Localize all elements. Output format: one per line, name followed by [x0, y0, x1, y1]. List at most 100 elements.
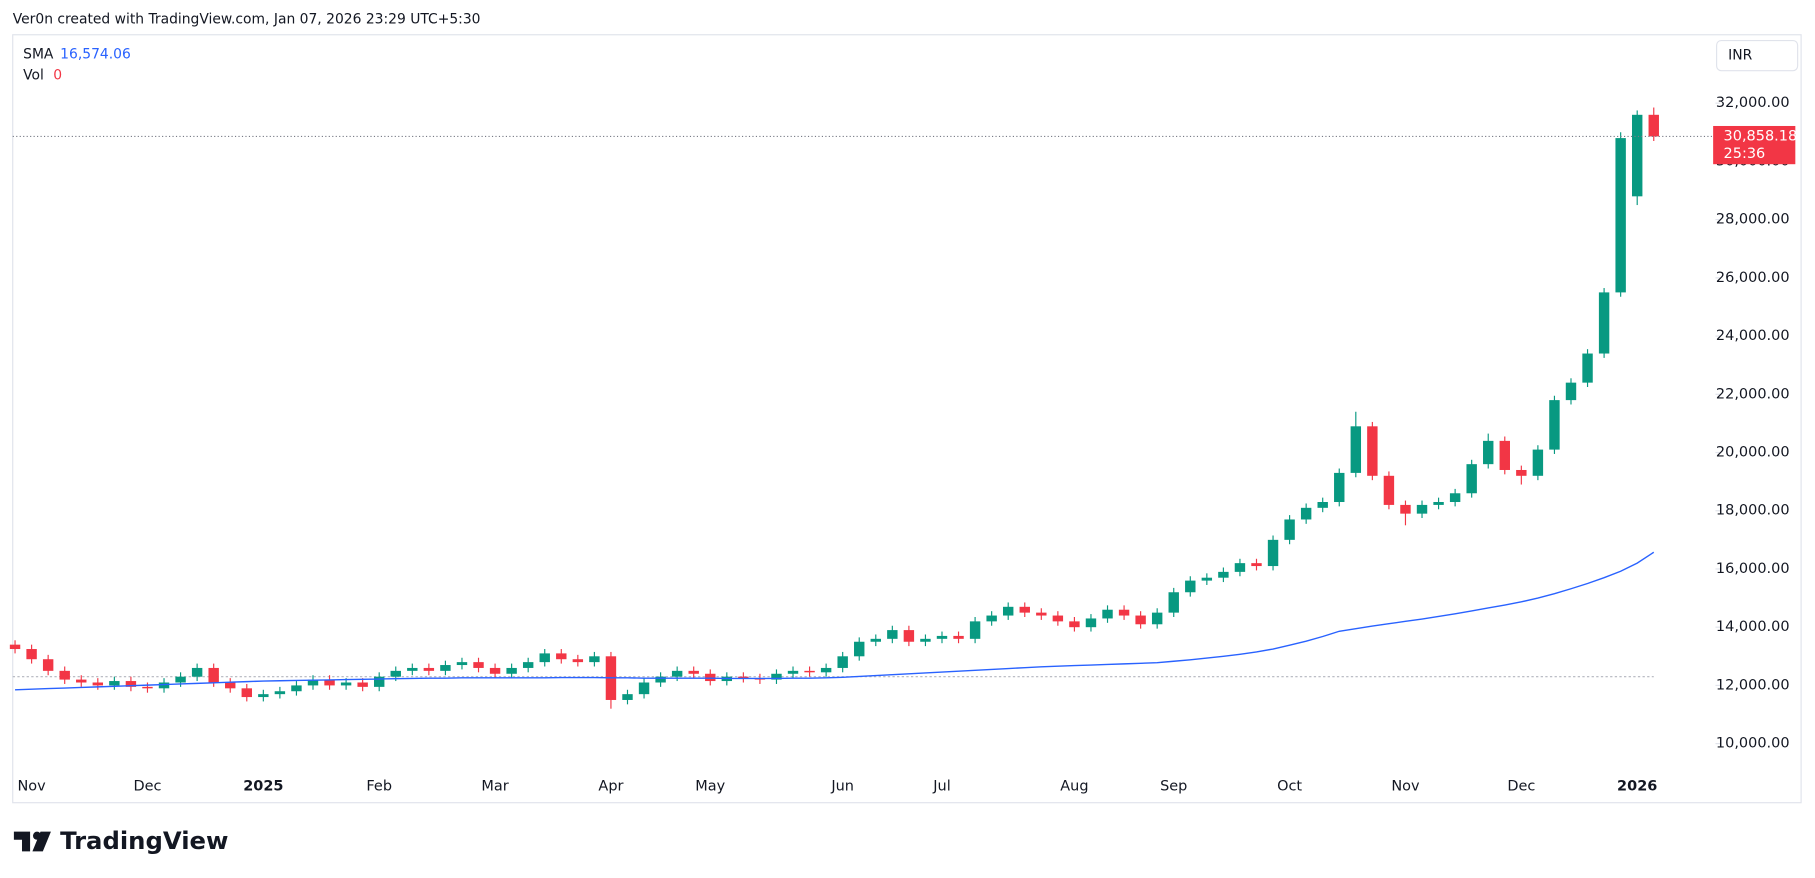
x-tick-label: 2026	[1617, 778, 1657, 794]
candle-body	[1483, 440, 1494, 465]
candle-body	[1565, 382, 1577, 401]
x-tick-label: Nov	[17, 778, 46, 794]
y-tick-label: 18,000.00	[1716, 503, 1790, 519]
candle-body	[539, 653, 550, 663]
candle-body	[489, 667, 501, 674]
candle-body	[1615, 138, 1626, 293]
candle-body	[373, 676, 385, 687]
candle-body	[705, 673, 716, 682]
candle-body	[837, 656, 848, 668]
candle-body	[638, 682, 650, 695]
candle-body	[556, 653, 567, 660]
candle-body	[208, 667, 219, 683]
currency[interactable]: INR	[1728, 48, 1752, 64]
last-price-label: 30,858.18	[1724, 128, 1798, 144]
logo: TradingView	[13, 826, 228, 855]
x-tick-label: 2025	[243, 778, 283, 794]
candle-body	[1135, 615, 1146, 625]
candle-body	[1334, 472, 1345, 503]
candle-body	[1069, 621, 1080, 628]
candle-body	[158, 682, 170, 689]
candle-body	[1631, 114, 1643, 197]
candle-body	[440, 665, 451, 671]
inr-button[interactable]: INR	[1716, 39, 1799, 72]
y-tick-label: 12,000.00	[1716, 677, 1790, 693]
candle-body	[92, 682, 104, 686]
x-tick-label: Dec	[1507, 778, 1535, 794]
candle-body	[1201, 577, 1213, 581]
x-tick-label: Sep	[1160, 778, 1187, 794]
countdown: 25:36	[1724, 146, 1766, 162]
x-tick-label: Aug	[1060, 778, 1088, 794]
candle-body	[142, 686, 153, 689]
candle-body	[655, 676, 666, 683]
candle-body	[1532, 449, 1544, 476]
candle-body	[1416, 504, 1428, 514]
candle-body	[225, 682, 236, 689]
candle-body	[986, 615, 997, 622]
currency-box[interactable]	[1716, 39, 1799, 72]
vol-legend-name: Vol	[23, 67, 44, 83]
candle-body	[1582, 353, 1593, 383]
candle-body	[622, 694, 633, 700]
candle-body	[407, 667, 418, 671]
logo-icon	[13, 831, 51, 852]
candle-body	[423, 667, 435, 671]
candle-body	[671, 670, 683, 677]
candle-body	[1516, 469, 1527, 476]
candle-body	[307, 679, 319, 686]
candle-body	[109, 681, 120, 686]
candle-body	[1002, 606, 1014, 616]
candle-body	[953, 635, 964, 639]
y-tick-label: 24,000.00	[1716, 328, 1790, 344]
candle-body	[936, 635, 948, 639]
candle-body	[738, 676, 749, 679]
candle-body	[191, 667, 203, 677]
y-tick-label: 16,000.00	[1716, 561, 1790, 577]
x-tick-label: Jun	[830, 778, 854, 794]
candle-body	[1102, 609, 1113, 619]
logo-text: TradingView	[60, 826, 228, 855]
x-tick-label: Apr	[598, 778, 623, 794]
candle-body	[969, 621, 981, 639]
candle-body	[1168, 592, 1179, 613]
x-tick-label: May	[695, 778, 725, 794]
candle-body	[1433, 502, 1444, 505]
candle-body	[771, 673, 782, 680]
candle-body	[1151, 612, 1163, 625]
y-tick-label: 22,000.00	[1716, 386, 1790, 402]
candle-body	[357, 682, 368, 687]
last-price-box	[1713, 125, 1796, 165]
y-tick-label: 20,000.00	[1716, 445, 1790, 461]
candle-body	[1036, 612, 1047, 616]
candle-body	[1284, 519, 1295, 540]
candle-body	[1499, 440, 1510, 470]
candle-body	[1118, 609, 1130, 616]
candle-body	[274, 691, 286, 695]
candle-body	[258, 694, 269, 698]
candle-body	[76, 679, 87, 683]
candle-body	[291, 685, 302, 692]
candle-body	[589, 656, 600, 663]
candle-body	[522, 662, 534, 668]
y-tick-label: 10,000.00	[1716, 736, 1790, 752]
chart-frame	[12, 34, 1802, 804]
candle-body	[1019, 606, 1030, 613]
sma-legend-name: SMA	[23, 46, 54, 62]
candle-body	[1367, 426, 1378, 476]
vol-legend-value: 0	[53, 67, 62, 83]
x-tick-label: Mar	[481, 778, 508, 794]
candle-body	[42, 659, 54, 671]
y-tick-label: 26,000.00	[1716, 270, 1790, 286]
attribution: Ver0n created with TradingView.com, Jan …	[13, 12, 481, 28]
logo-dot	[32, 831, 42, 840]
candle-body	[26, 649, 37, 660]
y-tick-label: 28,000.00	[1716, 212, 1790, 228]
candle-body	[903, 630, 915, 642]
sma-legend-value: 16,574.06	[60, 46, 131, 62]
candle-body	[1267, 539, 1279, 567]
y-tick-label: 14,000.00	[1716, 619, 1790, 635]
x-tick-label: Nov	[1391, 778, 1420, 794]
candle-body	[1598, 292, 1610, 354]
